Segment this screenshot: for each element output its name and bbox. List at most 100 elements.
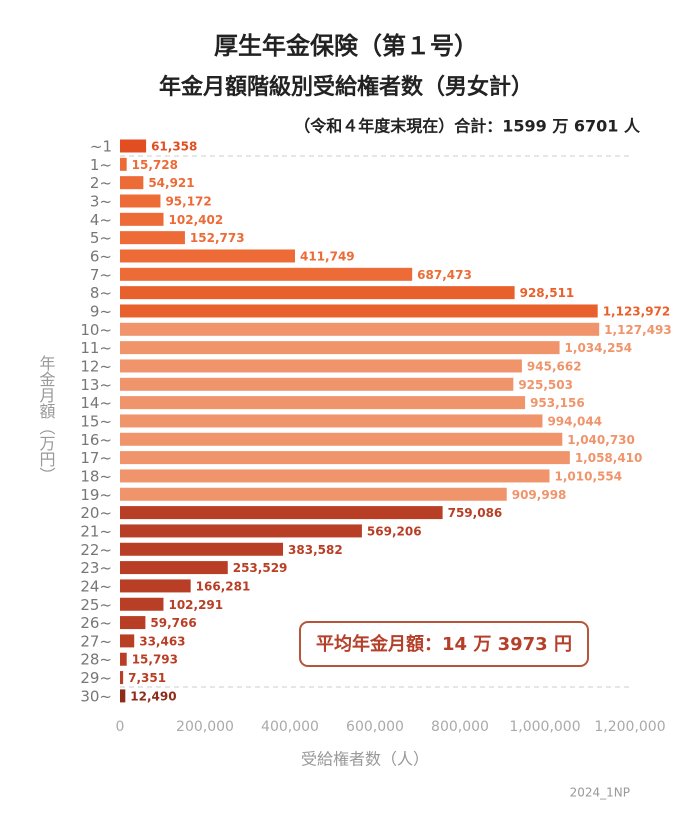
y-tick-label: 29~ [80, 669, 112, 687]
bar [120, 487, 507, 501]
chart-note: （令和４年度末現在）合計：1599 万 6701 人 [294, 117, 641, 136]
value-label: 95,172 [165, 194, 211, 208]
x-tick-label: 1,200,000 [594, 719, 665, 735]
chart-subtitle: 年金月額階級別受給権者数（男女計） [159, 74, 533, 100]
y-tick-label: 23~ [80, 559, 112, 577]
value-label: 687,473 [417, 268, 472, 282]
y-tick-label: 30~ [80, 687, 112, 705]
y-tick-label: 2~ [90, 174, 112, 192]
value-label: 102,291 [168, 598, 223, 612]
bar [120, 652, 127, 666]
y-tick-label: 3~ [90, 192, 112, 210]
value-label: 953,156 [530, 396, 585, 410]
bar [120, 689, 126, 703]
bar [120, 542, 284, 556]
x-tick-label: 200,000 [176, 719, 234, 735]
value-label: 945,662 [527, 359, 582, 373]
y-tick-label: 4~ [90, 211, 112, 229]
y-tick-label: ~1 [90, 138, 112, 156]
y-tick-label: 26~ [80, 614, 112, 632]
value-label: 1,010,554 [554, 469, 622, 483]
bar [120, 377, 514, 391]
bar [120, 249, 295, 263]
bar [120, 616, 146, 630]
y-tick-label: 12~ [80, 357, 112, 375]
x-axis-label: 受給権者数（人） [301, 750, 429, 769]
value-label: 569,206 [367, 524, 422, 538]
bar [120, 176, 144, 190]
y-tick-label: 27~ [80, 632, 112, 650]
y-tick-label: 13~ [80, 376, 112, 394]
bar [120, 341, 560, 355]
y-tick-label: 14~ [80, 394, 112, 412]
y-tick-label: 8~ [90, 284, 112, 302]
value-label: 54,921 [148, 176, 194, 190]
bar [120, 212, 164, 226]
value-label: 15,728 [132, 158, 178, 172]
value-label: 928,511 [520, 286, 575, 300]
bar [120, 396, 526, 410]
y-tick-label: 10~ [80, 321, 112, 339]
x-tick-label: 800,000 [431, 719, 489, 735]
x-tick-label: 600,000 [346, 719, 404, 735]
footer: 2024_1NP [570, 786, 630, 800]
bar [120, 597, 164, 611]
bar [120, 506, 443, 520]
y-tick-label: 9~ [90, 302, 112, 320]
bar [120, 671, 124, 685]
x-tick-label: 0 [116, 719, 125, 735]
bar [120, 304, 598, 318]
bar [120, 231, 185, 245]
y-tick-label: 22~ [80, 541, 112, 559]
y-tick-label: 15~ [80, 412, 112, 430]
y-tick-label: 6~ [90, 247, 112, 265]
bar [120, 322, 600, 336]
value-label: 411,749 [300, 249, 355, 263]
value-label: 925,503 [518, 378, 573, 392]
annotation-box [299, 621, 589, 667]
y-tick-label: 24~ [80, 577, 112, 595]
y-tick-label: 17~ [80, 449, 112, 467]
value-label: 1,127,493 [604, 323, 672, 337]
y-tick-label: 20~ [80, 504, 112, 522]
y-tick-label: 5~ [90, 229, 112, 247]
value-label: 102,402 [169, 213, 224, 227]
value-label: 1,034,254 [565, 341, 633, 355]
bar [120, 469, 550, 483]
y-tick-label: 11~ [80, 339, 112, 357]
bar [120, 139, 147, 153]
value-label: 7,351 [128, 671, 166, 685]
x-tick-label: 1,000,000 [509, 719, 580, 735]
value-label: 33,463 [139, 634, 185, 648]
bar [120, 451, 570, 465]
value-label: 909,998 [512, 488, 567, 502]
value-label: 152,773 [190, 231, 245, 245]
bar [120, 579, 191, 593]
value-label: 383,582 [288, 543, 343, 557]
bar [120, 561, 228, 575]
bar [120, 432, 563, 446]
value-label: 759,086 [448, 506, 503, 520]
value-label: 994,044 [547, 414, 602, 428]
x-tick-label: 400,000 [261, 719, 319, 735]
y-tick-label: 1~ [90, 156, 112, 174]
bar [120, 286, 515, 300]
bar [120, 359, 522, 373]
y-tick-label: 19~ [80, 486, 112, 504]
y-tick-label: 16~ [80, 431, 112, 449]
value-label: 1,040,730 [567, 433, 635, 447]
y-tick-label: 28~ [80, 651, 112, 669]
y-tick-label: 7~ [90, 266, 112, 284]
value-label: 15,793 [132, 653, 178, 667]
y-tick-label: 21~ [80, 522, 112, 540]
bar [120, 524, 362, 538]
bar [120, 157, 127, 171]
value-label: 253,529 [233, 561, 288, 575]
bar [120, 194, 161, 208]
y-tick-label: 25~ [80, 596, 112, 614]
bar [120, 634, 135, 648]
value-label: 166,281 [196, 579, 251, 593]
value-label: 61,358 [151, 140, 197, 154]
value-label: 1,123,972 [603, 304, 671, 318]
